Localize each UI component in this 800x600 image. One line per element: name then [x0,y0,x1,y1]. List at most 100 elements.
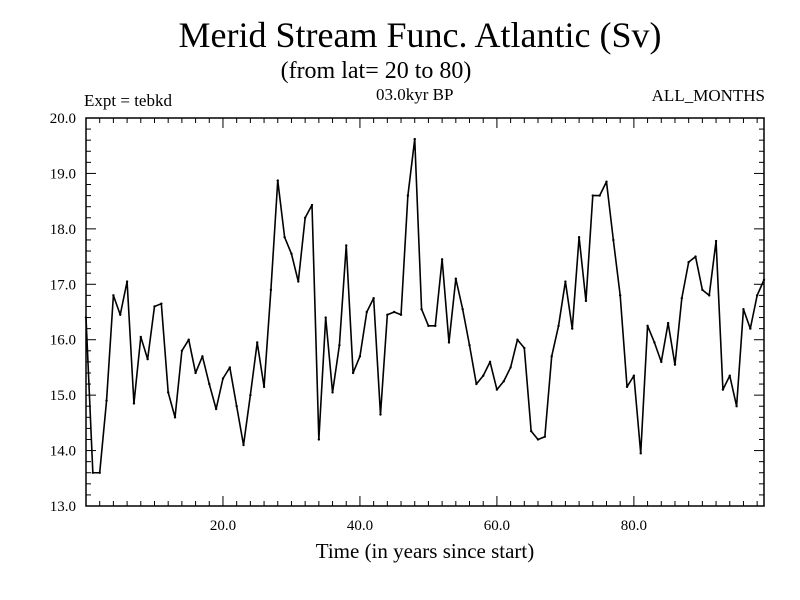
data-point [632,374,636,377]
data-point [166,391,170,394]
data-point [194,371,197,375]
data-point [132,402,136,405]
x-tick-label: 40.0 [347,518,373,534]
data-point [653,341,656,344]
data-point [324,316,327,319]
series-line [85,138,765,474]
data-point [666,321,670,325]
data-point [673,363,677,366]
data-point [242,443,245,447]
data-point [584,299,588,303]
data-point [475,382,478,386]
data-point [571,327,574,330]
data-point [680,296,684,300]
data-point [755,294,759,297]
data-point [351,371,355,375]
data-point [550,355,553,358]
data-point [249,393,252,397]
data-point [660,360,663,364]
data-point [735,405,738,408]
data-point [201,355,204,358]
data-point [283,235,286,239]
data-point [687,260,690,264]
data-point [208,382,211,386]
data-point [646,324,649,328]
data-point [235,405,238,408]
data-point [461,308,464,311]
data-point [98,471,101,474]
data-point [345,244,348,247]
data-point [187,338,190,341]
chart-title: Merid Stream Func. Atlantic (Sv) [178,15,662,55]
period-label: 03.0kyr BP [376,85,454,104]
data-point [523,346,526,350]
data-point [694,255,697,258]
data-point [173,416,177,419]
x-tick-label: 60.0 [484,518,510,534]
data-point [303,216,307,219]
data-point [160,302,163,305]
data-point [618,294,622,297]
data-point [536,438,540,441]
data-point [84,316,88,319]
y-tick-label: 15.0 [50,388,76,404]
data-point [365,310,368,314]
data-point [482,374,485,377]
data-point [543,435,547,438]
data-point [420,308,423,311]
y-tick-label: 14.0 [50,444,76,460]
data-point [399,313,403,316]
data-point [516,338,519,341]
data-point [454,277,458,280]
y-tick-label: 16.0 [50,333,76,349]
y-tick-label: 18.0 [50,222,76,238]
data-point [269,288,273,292]
x-axis: 20.0 40.0 60.0 80.0 [99,118,758,534]
data-point [447,341,451,344]
data-point [728,374,731,377]
data-points [84,137,766,474]
data-point [605,180,608,183]
data-point [112,294,115,297]
data-point [406,194,410,197]
data-point [91,471,95,474]
data-point [262,385,266,389]
chart-subtitle: (from lat= 20 to 80) [280,58,472,84]
y-tick-label: 13.0 [50,499,76,515]
data-point [762,278,766,282]
data-point [379,413,382,416]
data-point [276,179,279,182]
data-point [427,324,430,328]
x-axis-label: Time (in years since start) [316,539,535,563]
data-point [708,294,711,297]
data-point [338,344,341,347]
y-axis: 13.0 14.0 15.0 16.0 17.0 18.0 19.0 20.0 [50,111,764,515]
data-point [591,194,594,197]
months-label: ALL_MONTHS [651,86,765,105]
data-point [749,327,752,330]
data-point [564,280,567,283]
y-tick-label: 19.0 [50,166,76,182]
data-point [392,310,396,314]
data-point [495,388,499,391]
data-point [557,324,560,328]
data-point [386,313,389,316]
data-point [502,380,505,383]
data-point [639,452,642,455]
data-point [180,349,184,352]
data-point [228,366,232,369]
data-point [256,341,259,344]
data-point [468,344,471,347]
data-point [290,252,293,255]
data-point [612,238,615,242]
plot-frame [85,117,765,507]
data-point [434,324,437,328]
data-point [105,399,108,402]
x-tick-label: 20.0 [210,518,236,534]
data-point [721,388,725,391]
data-point [509,366,512,369]
y-tick-label: 17.0 [50,277,76,293]
data-point [119,313,122,316]
data-point [331,391,334,394]
